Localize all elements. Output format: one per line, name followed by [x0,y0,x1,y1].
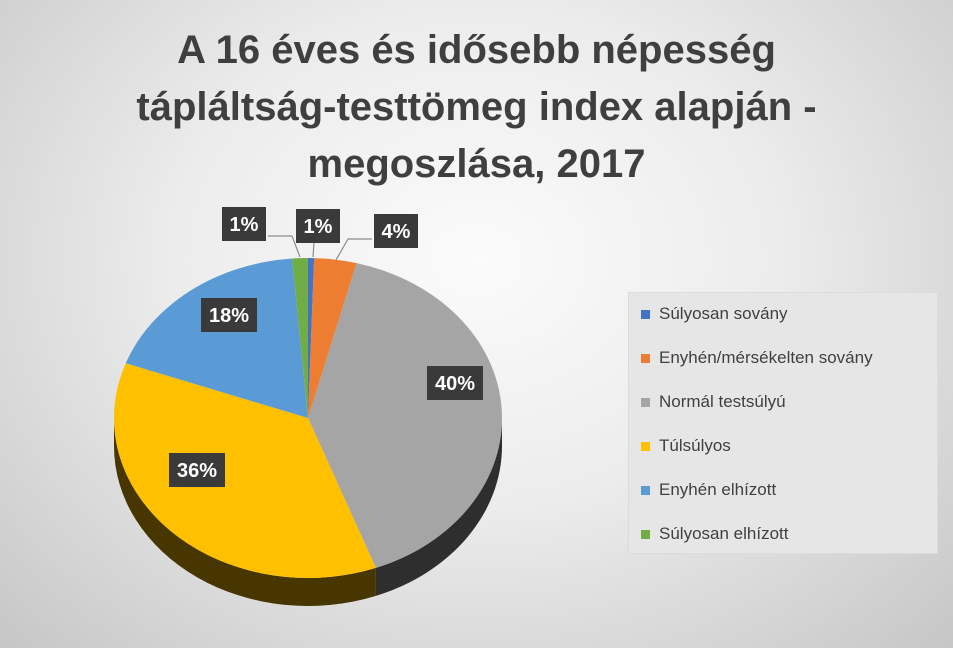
data-label-box-tulsulyos [169,453,225,487]
chart-title: A 16 éves és idősebb népesség tápláltság… [0,22,953,193]
data-label-box-sulyosan-sovany [296,209,340,243]
legend-item-tulsulyos: Túlsúlyos [641,434,731,458]
data-label-sulyosan-sovany: 1% [304,216,333,238]
chart-title-line-1: A 16 éves és idősebb népesség [177,28,776,72]
pie-side-normal-testsulyu [375,418,502,596]
pie-slice-sulyosan-elhizott [292,258,308,418]
data-label-box-sulyosan-elhizott [222,207,266,241]
legend-item-sulyosan-sovany: Súlyosan sovány [641,302,788,326]
legend-item-enyhen-mersekelten-sovany: Enyhén/mérsékelten sovány [641,346,873,370]
legend-swatch-enyhen-mersekelten-sovany [641,353,650,363]
legend-label-sulyosan-sovany: Súlyosan sovány [659,304,788,323]
pie-slice-tulsulyos [113,363,376,578]
legend-label-normal-testsulyu: Normál testsúlyú [659,392,786,411]
data-label-box-normal-testsulyu [427,366,483,400]
pie-slice-enyhen-elhizott [125,258,308,418]
pie-slice-normal-testsulyu [308,263,502,568]
leader-line-enyhen-mersekelten-sovany [335,238,372,261]
legend-item-enyhen-elhizott: Enyhén elhízott [641,478,776,502]
legend-item-sulyosan-elhizott: Súlyosan elhízott [641,522,788,546]
legend-swatch-sulyosan-sovany [641,309,650,319]
legend-swatch-enyhen-elhizott [641,485,650,495]
pie-slice-enyhen-mersekelten-sovany [308,258,357,418]
legend-swatch-normal-testsulyu [641,397,650,407]
legend-label-enyhen-mersekelten-sovany: Enyhén/mérsékelten sovány [659,348,873,367]
pie-side-tulsulyos [114,418,376,606]
data-label-tulsulyos: 36% [177,460,217,482]
chart-title-line-3: megoszlása, 2017 [307,142,646,186]
legend: Súlyosan sovány Enyhén/mérsékelten sován… [628,292,938,554]
pie-slice-sulyosan-sovany [308,258,315,418]
chart-title-line-2: tápláltság-testtömeg index alapján - [136,85,817,129]
data-label-normal-testsulyu: 40% [435,373,475,395]
leader-line-sulyosan-sovany [312,241,315,258]
data-label-box-enyhen-elhizott [201,298,257,332]
legend-label-tulsulyos: Túlsúlyos [659,436,731,455]
legend-item-normal-testsulyu: Normál testsúlyú [641,390,786,414]
data-label-enyhen-elhizott: 18% [209,305,249,327]
data-label-sulyosan-elhizott: 1% [230,214,259,236]
data-label-box-enyhen-mersekelten-sovany [374,214,418,248]
legend-label-sulyosan-elhizott: Súlyosan elhízott [659,524,789,543]
legend-label-enyhen-elhizott: Enyhén elhízott [659,480,777,499]
legend-swatch-sulyosan-elhizott [641,529,650,539]
legend-swatch-tulsulyos [641,441,650,451]
leader-line-sulyosan-elhizott [268,235,301,258]
data-label-enyhen-mersekelten-sovany: 4% [382,221,411,243]
